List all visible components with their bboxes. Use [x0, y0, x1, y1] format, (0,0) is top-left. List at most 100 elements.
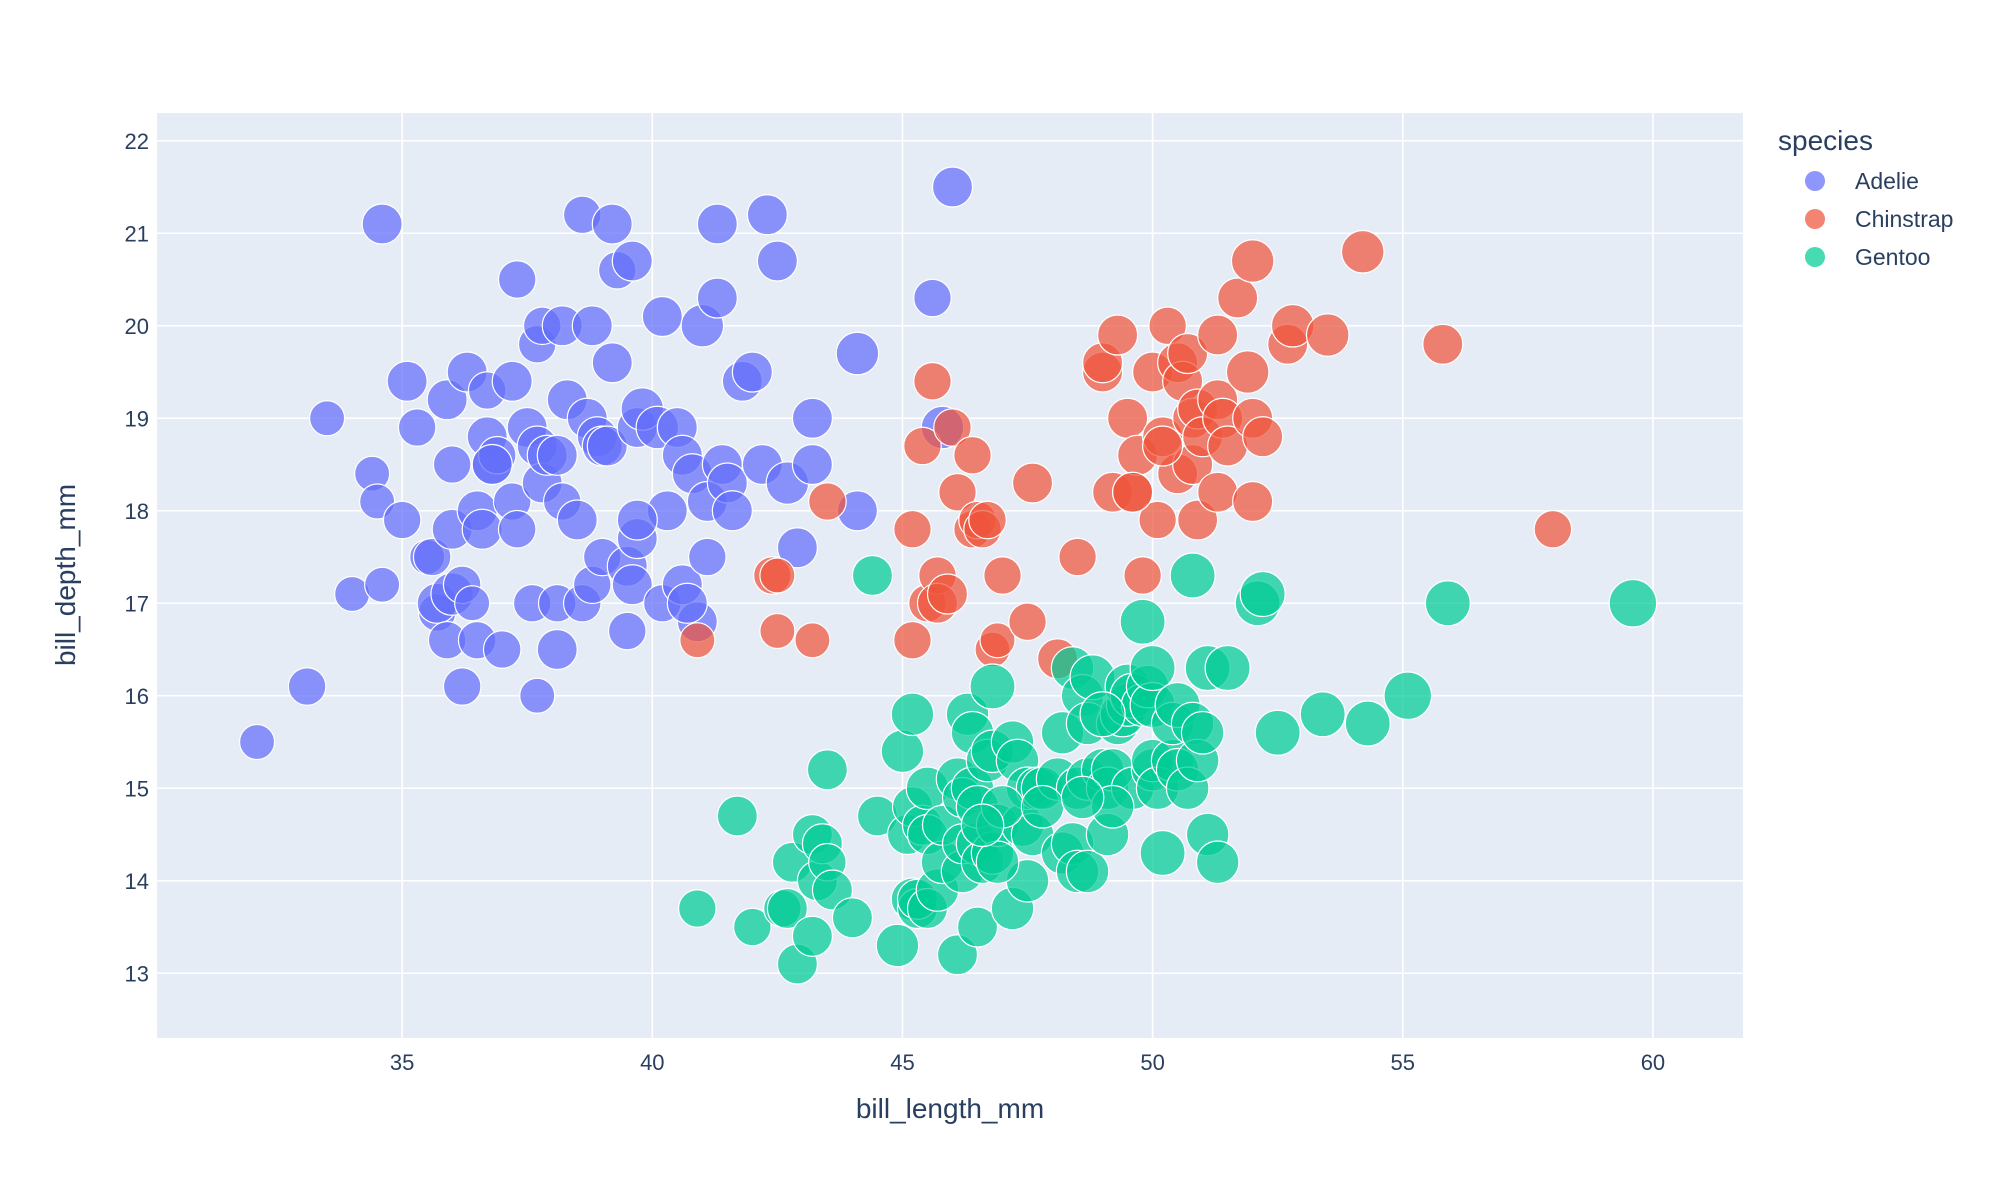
data-point-chinstrap[interactable]: [1148, 306, 1187, 346]
data-point-adelie[interactable]: [931, 166, 974, 208]
data-point-adelie[interactable]: [913, 278, 952, 318]
data-point-gentoo[interactable]: [1129, 644, 1176, 692]
data-point-adelie[interactable]: [591, 342, 633, 384]
data-point-chinstrap[interactable]: [1533, 509, 1573, 549]
data-point-adelie[interactable]: [591, 203, 633, 245]
data-point-adelie[interactable]: [461, 508, 503, 550]
data-point-chinstrap[interactable]: [1107, 397, 1149, 439]
data-point-chinstrap[interactable]: [1123, 556, 1162, 595]
data-point-chinstrap[interactable]: [794, 622, 831, 659]
series-adelie[interactable]: [238, 166, 974, 761]
data-point-chinstrap[interactable]: [1197, 471, 1239, 513]
data-point-adelie[interactable]: [497, 509, 537, 549]
data-point-chinstrap[interactable]: [1008, 602, 1047, 642]
data-point-gentoo[interactable]: [1424, 580, 1471, 627]
data-point-gentoo[interactable]: [1020, 784, 1065, 829]
data-point-gentoo[interactable]: [1195, 840, 1240, 885]
data-point-adelie[interactable]: [361, 203, 403, 245]
data-point-adelie[interactable]: [536, 434, 578, 476]
data-point-chinstrap[interactable]: [983, 556, 1022, 595]
data-point-gentoo[interactable]: [1299, 691, 1346, 738]
data-point-chinstrap[interactable]: [893, 509, 932, 549]
data-point-chinstrap[interactable]: [1232, 480, 1274, 523]
data-point-adelie[interactable]: [519, 677, 556, 714]
data-point-adelie[interactable]: [586, 425, 628, 467]
data-point-chinstrap[interactable]: [1225, 350, 1270, 394]
data-point-gentoo[interactable]: [1180, 710, 1225, 755]
data-point-chinstrap[interactable]: [926, 573, 969, 615]
data-point-adelie[interactable]: [776, 527, 819, 569]
data-point-adelie[interactable]: [491, 360, 533, 402]
data-point-chinstrap[interactable]: [953, 435, 992, 475]
data-point-chinstrap[interactable]: [1230, 239, 1275, 283]
data-point-chinstrap[interactable]: [938, 472, 977, 512]
data-point-chinstrap[interactable]: [1340, 229, 1385, 274]
data-point-gentoo[interactable]: [1204, 644, 1251, 692]
data-point-adelie[interactable]: [386, 360, 428, 402]
data-point-adelie[interactable]: [641, 295, 683, 338]
data-point-adelie[interactable]: [238, 723, 276, 761]
data-point-adelie[interactable]: [791, 397, 834, 439]
data-point-gentoo[interactable]: [677, 889, 717, 928]
data-point-chinstrap[interactable]: [893, 620, 932, 660]
data-point-gentoo[interactable]: [851, 554, 894, 597]
data-point-gentoo[interactable]: [1239, 570, 1286, 618]
data-point-gentoo[interactable]: [733, 907, 772, 947]
data-point-chinstrap[interactable]: [808, 482, 847, 521]
data-point-adelie[interactable]: [382, 500, 422, 540]
data-point-gentoo[interactable]: [1254, 709, 1301, 756]
data-point-chinstrap[interactable]: [1097, 314, 1139, 356]
data-point-gentoo[interactable]: [1383, 671, 1433, 721]
data-point-adelie[interactable]: [666, 582, 708, 624]
series-gentoo[interactable]: [677, 552, 1658, 985]
data-point-gentoo[interactable]: [766, 887, 808, 930]
data-point-adelie[interactable]: [696, 203, 738, 245]
data-point-gentoo[interactable]: [1169, 552, 1216, 599]
data-point-chinstrap[interactable]: [1142, 425, 1184, 467]
series-chinstrap[interactable]: [679, 229, 1573, 680]
data-point-chinstrap[interactable]: [1422, 323, 1464, 365]
data-point-adelie[interactable]: [287, 667, 327, 706]
data-point-chinstrap[interactable]: [913, 361, 952, 401]
data-point-gentoo[interactable]: [1079, 691, 1126, 738]
data-point-chinstrap[interactable]: [1242, 416, 1284, 458]
data-point-adelie[interactable]: [482, 630, 522, 669]
data-point-gentoo[interactable]: [1060, 775, 1105, 820]
data-point-adelie[interactable]: [607, 611, 647, 651]
data-point-gentoo[interactable]: [890, 692, 935, 737]
data-point-gentoo[interactable]: [1139, 829, 1186, 877]
data-point-adelie[interactable]: [731, 351, 773, 393]
data-point-adelie[interactable]: [454, 585, 491, 622]
data-point-adelie[interactable]: [696, 277, 738, 319]
data-point-adelie[interactable]: [687, 537, 727, 577]
data-point-adelie[interactable]: [442, 667, 482, 706]
data-point-adelie[interactable]: [711, 490, 753, 532]
legend-item-adelie[interactable]: Adelie: [1805, 168, 1919, 194]
data-point-chinstrap[interactable]: [979, 622, 1016, 659]
data-point-adelie[interactable]: [412, 537, 452, 577]
data-point-adelie[interactable]: [497, 260, 537, 299]
data-point-adelie[interactable]: [611, 240, 653, 282]
data-point-adelie[interactable]: [309, 400, 346, 437]
data-point-gentoo[interactable]: [791, 915, 834, 957]
data-point-adelie[interactable]: [756, 240, 798, 282]
data-point-chinstrap[interactable]: [933, 408, 972, 447]
data-point-chinstrap[interactable]: [1167, 332, 1209, 375]
data-point-adelie[interactable]: [611, 564, 653, 606]
data-point-adelie[interactable]: [432, 445, 472, 484]
data-point-gentoo[interactable]: [1608, 578, 1658, 628]
data-point-chinstrap[interactable]: [968, 500, 1007, 540]
data-point-chinstrap[interactable]: [1305, 313, 1350, 357]
data-point-adelie[interactable]: [536, 628, 578, 671]
data-point-gentoo[interactable]: [806, 749, 849, 791]
data-point-gentoo[interactable]: [831, 897, 874, 939]
data-point-chinstrap[interactable]: [903, 426, 942, 466]
legend-item-gentoo[interactable]: Gentoo: [1805, 244, 1930, 270]
data-point-gentoo[interactable]: [975, 840, 1020, 885]
data-point-adelie[interactable]: [471, 443, 513, 486]
data-point-chinstrap[interactable]: [1197, 314, 1239, 356]
data-point-adelie[interactable]: [616, 499, 658, 541]
data-point-gentoo[interactable]: [969, 663, 1016, 710]
data-point-gentoo[interactable]: [1119, 598, 1166, 645]
data-point-gentoo[interactable]: [716, 795, 758, 837]
